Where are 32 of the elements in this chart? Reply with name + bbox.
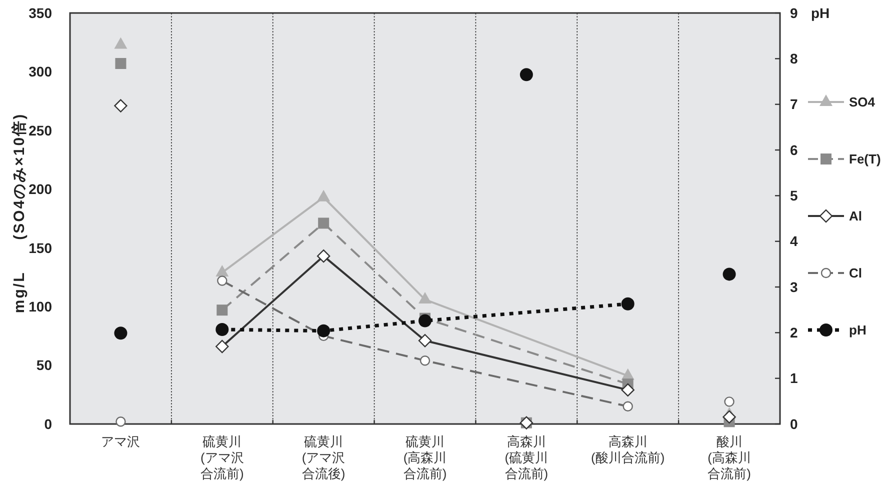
x-tick-label: 硫黄川 (アマ沢合流前) xyxy=(200,434,244,481)
x-tick-label: 硫黄川 (アマ沢合流後) xyxy=(302,434,346,481)
y-tick-label: 300 xyxy=(28,64,52,80)
legend-label: SO4 xyxy=(849,94,876,110)
y-tick-label: 250 xyxy=(28,122,52,138)
y-tick-label: 50 xyxy=(36,357,52,374)
legend-label: Al xyxy=(849,208,862,224)
y2-tick-label: 6 xyxy=(790,142,798,158)
y-tick-label: 200 xyxy=(28,181,52,198)
legend-label: Cl xyxy=(849,266,862,281)
y2-tick-label: 9 xyxy=(790,4,798,21)
y2-tick-label: 8 xyxy=(790,50,798,67)
y-tick-label: 150 xyxy=(28,240,52,256)
y2-tick-label: 4 xyxy=(790,233,798,250)
y2-tick-label: 5 xyxy=(790,188,798,204)
x-tick-label: 硫黄川 (高森川合流前) xyxy=(403,434,447,481)
y2-axis-title: pH xyxy=(811,4,830,21)
y-axis-title: mg/L (SO4のみ×10倍) xyxy=(11,112,28,314)
y-tick-label: 100 xyxy=(28,298,52,314)
x-tick-label: 高森川 (硫黄川合流前) xyxy=(504,434,548,481)
x-tick-label: 酸川 (高森川合流前) xyxy=(708,434,751,481)
x-tick-label: 高森川 (酸川合流前) xyxy=(591,434,665,465)
x-tick-label: アマ沢 xyxy=(101,434,140,449)
y-tick-label: 0 xyxy=(44,416,52,432)
y2-tick-label: 7 xyxy=(790,96,798,112)
y-tick-label: 350 xyxy=(28,4,52,21)
y2-tick-label: 0 xyxy=(790,416,798,432)
legend-label: Fe(T) xyxy=(849,152,881,167)
legend-label: pH xyxy=(849,322,866,338)
y2-tick-label: 2 xyxy=(790,324,798,341)
y2-tick-label: 3 xyxy=(790,278,798,295)
y2-tick-label: 1 xyxy=(790,370,798,386)
